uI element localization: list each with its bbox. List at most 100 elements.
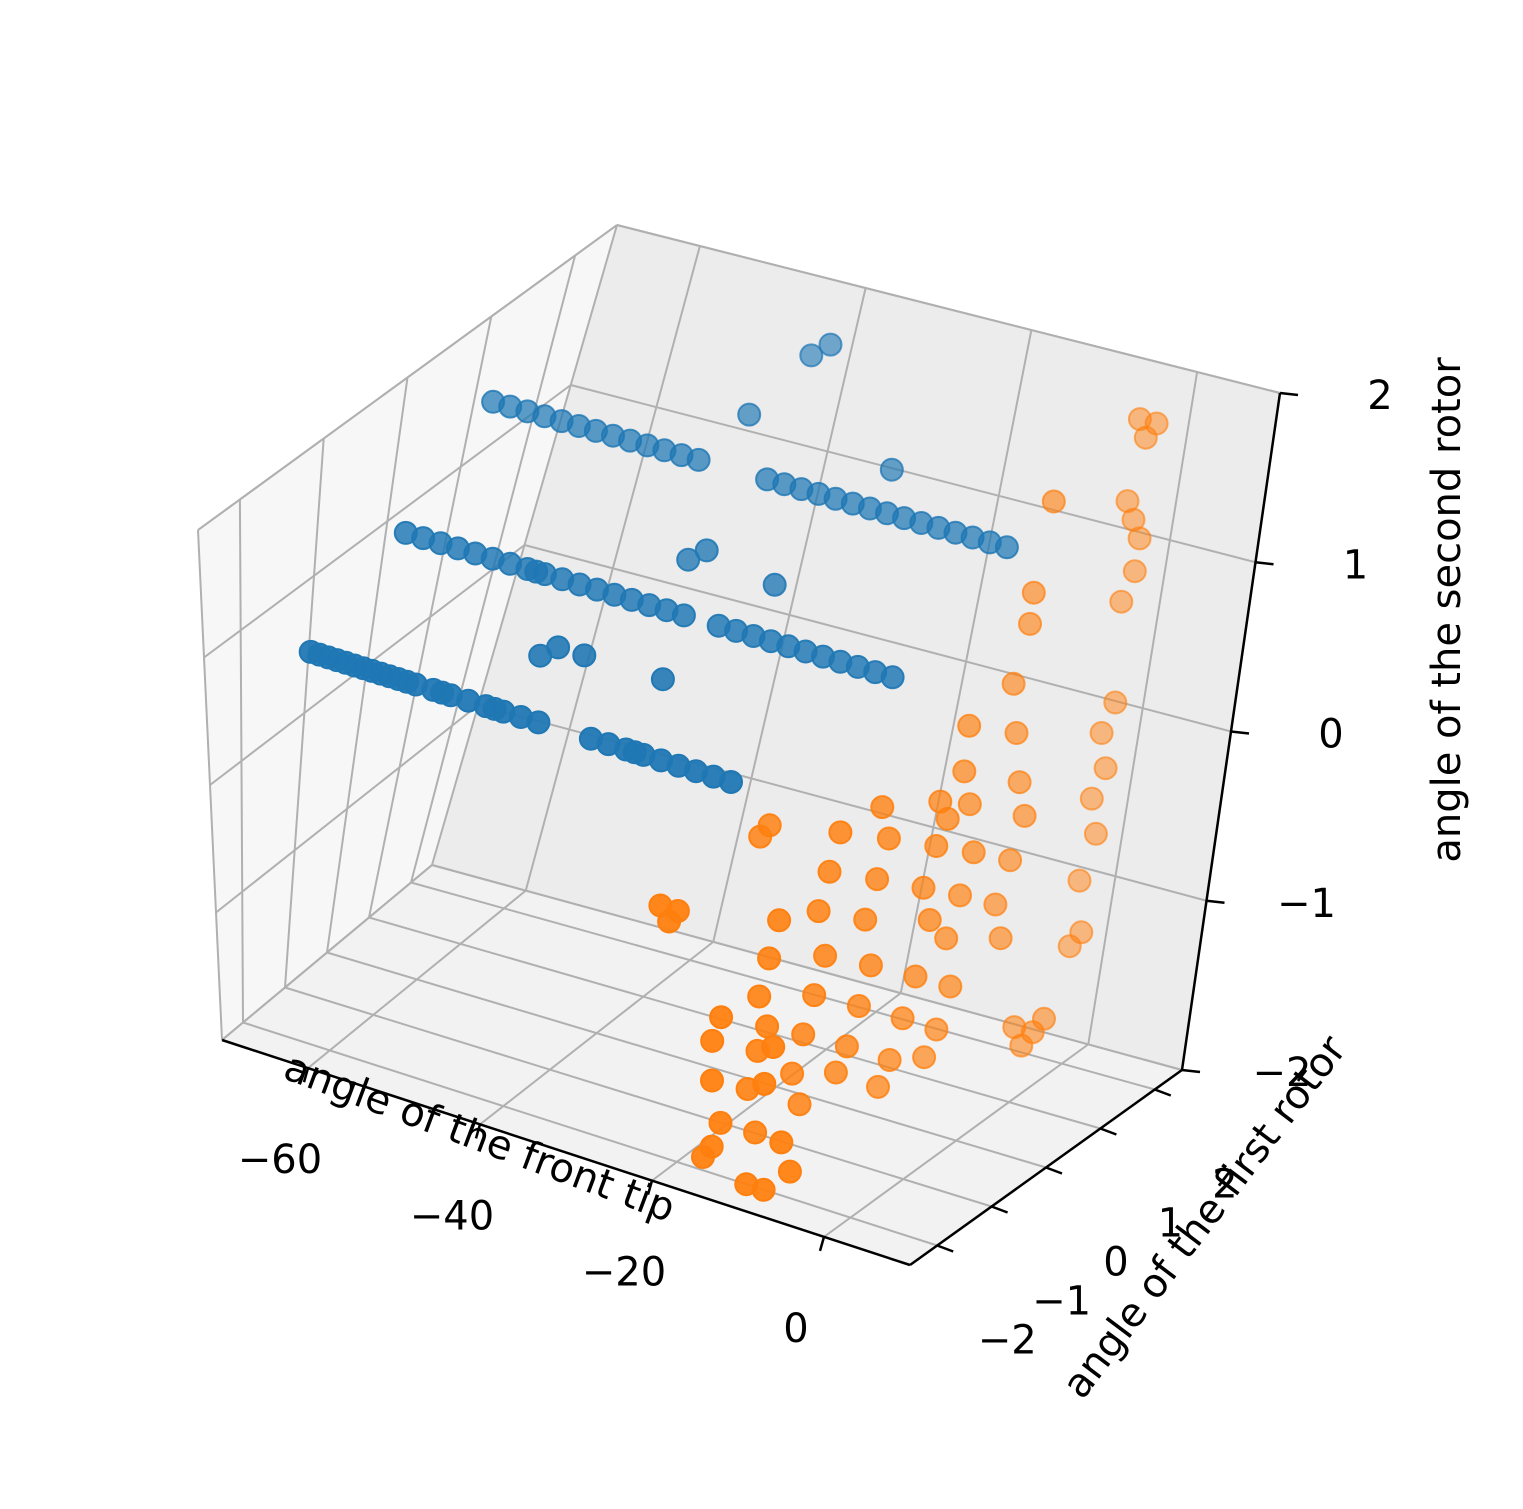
series-orange-point [780,1061,805,1086]
series-orange-point [912,1045,937,1070]
y-tick [1045,1166,1063,1175]
x-tick [474,1124,482,1139]
series-blue-point [994,535,1019,560]
pane-edge [197,529,223,1041]
series-orange-point [877,1048,902,1072]
series-orange-point [1144,411,1169,436]
series-orange-point [1089,721,1114,745]
series-blue-point [879,457,904,482]
y-gridline-floor [284,986,992,1208]
y-tick-label: 2 [1212,1162,1237,1208]
z-tick [1230,730,1250,735]
series-blue-point [818,332,843,357]
series-orange-point [700,1068,724,1093]
series-orange-point [917,908,942,932]
pane-edge [221,864,433,1041]
pane-edge [197,224,618,531]
series-orange-point [952,759,977,784]
x-tick-label: −60 [238,1137,322,1183]
series-blue-point [694,538,719,563]
series-orange-point [957,713,982,738]
series-orange-point [777,1159,802,1184]
x-tick-label: 0 [783,1306,808,1352]
series-orange-point [834,1034,859,1059]
series-orange-point [924,1017,949,1042]
series-orange-point [858,953,883,978]
series-orange-point [957,792,982,817]
y-tick-label: −1 [1032,1279,1091,1325]
series-orange-point [1002,1015,1027,1040]
z-tick-label: 1 [1343,542,1368,588]
axis-lines [221,391,1299,1267]
series-orange-point [817,859,842,884]
x-tick-label: −20 [582,1250,666,1296]
series-orange-point [961,840,986,865]
z-gridline-left [203,384,572,659]
z-tick [1181,1068,1201,1074]
y-gridline-floor [326,951,1047,1169]
series-orange-point [1079,786,1104,811]
pane-edge [431,224,618,866]
z-tick-label: 2 [1367,373,1392,419]
series-blue-point [880,665,905,690]
series-blue-point [719,770,743,794]
series-blue-point [546,635,571,660]
series-orange-point [876,826,901,851]
series-orange-point [998,848,1023,873]
series-orange-point [1067,868,1092,893]
series-blue-point [799,343,824,368]
series-blue-point [572,643,597,668]
series-orange-point [853,907,878,932]
series-orange-point [1018,611,1042,636]
data-points [298,332,1169,1202]
series-orange-point [767,908,792,933]
series-orange-point [757,946,782,971]
series-orange-point [761,1035,786,1059]
z-tick-label: −2 [1253,1050,1312,1096]
y-tick [1099,1127,1117,1136]
series-orange-point [769,1130,794,1155]
series-orange-point [1012,803,1037,828]
series-orange-point [806,899,831,924]
series-orange-point [823,1060,848,1085]
series-orange-point [1004,721,1029,745]
series-orange-point [983,892,1008,917]
x-tick [646,1180,654,1195]
series-orange-point [813,943,838,968]
z-tick-label: −1 [1277,881,1336,927]
series-orange-point [708,1110,733,1135]
series-blue-point [686,447,711,472]
x-axis-line [221,1038,911,1267]
z-axis-label: angle of the second rotor [1424,357,1470,863]
pane-edge [431,864,1183,1071]
series-orange-point [747,984,772,1009]
series-orange-point [791,1022,816,1047]
series-blue-point [526,710,551,735]
series-orange-point [1103,690,1128,715]
series-orange-point [911,875,936,900]
z-tick [1206,899,1225,904]
series-orange-point [934,926,959,951]
series-orange-point [924,834,949,858]
series-orange-point [752,1071,777,1096]
y-gridline-floor [368,916,1101,1130]
z-tick [1255,561,1274,566]
series-orange-point [1021,580,1046,605]
y-gridline-floor [242,1021,938,1247]
series-orange-point [1122,559,1147,584]
series-orange-point [890,1006,915,1031]
series-orange-point [1109,589,1134,614]
series-orange-point [866,1074,890,1099]
series-orange-point [988,926,1013,951]
series-orange-point [1127,526,1152,551]
series-orange-point [757,813,782,838]
series-orange-point [1007,770,1032,795]
y-tick-label: 0 [1103,1240,1128,1286]
series-orange-point [787,1092,812,1117]
z-tick [1279,391,1299,397]
series-orange-point [935,806,960,831]
series-orange-point [665,899,690,923]
series-blue-point [671,603,696,628]
series-orange-point [734,1172,759,1197]
